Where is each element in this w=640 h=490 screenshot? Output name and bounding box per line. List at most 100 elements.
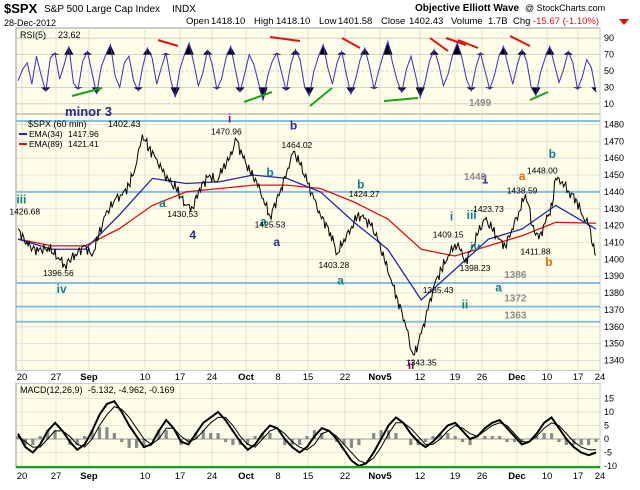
price-legend-label: $SPX (60 min) bbox=[28, 119, 87, 129]
x-tick-label-bottom: Dec bbox=[508, 471, 525, 482]
price-y-tick-label: 1470 bbox=[604, 136, 624, 146]
price-value-label: 1403.28 bbox=[319, 260, 350, 270]
label-layer: 20202727SepSep101017172424OctOct88151522… bbox=[9, 33, 624, 482]
wave-label: b bbox=[266, 166, 273, 180]
wave-label: a bbox=[337, 274, 344, 288]
price-value-label: 1430.53 bbox=[167, 209, 198, 219]
x-tick-label-top: Sep bbox=[80, 372, 98, 383]
wave-label: a bbox=[260, 215, 267, 229]
rsi-bullish-divergence-line bbox=[529, 91, 549, 101]
wave-label: i bbox=[228, 112, 231, 126]
header-brand: Objective Elliott Wave bbox=[415, 3, 520, 14]
x-tick-label-top: 17 bbox=[175, 372, 186, 383]
price-y-tick-label: 1410 bbox=[604, 238, 624, 248]
close-value: 1402.43 bbox=[409, 16, 443, 27]
price-legend-value: 1402.43 bbox=[108, 119, 141, 129]
wave-label: iii bbox=[467, 208, 477, 222]
price-y-tick-label: 1390 bbox=[604, 271, 624, 281]
rsi-bearish-divergence-line bbox=[157, 39, 179, 47]
x-tick-label-bottom: 24 bbox=[595, 471, 606, 482]
macd-line bbox=[17, 399, 597, 468]
x-tick-label-top: Dec bbox=[508, 372, 525, 383]
header-symbol: $SPX bbox=[4, 1, 38, 16]
x-tick-label-top: 24 bbox=[595, 372, 606, 383]
macd-y-tick-label: 5 bbox=[604, 421, 609, 431]
x-tick-label-bottom: 8 bbox=[275, 471, 280, 482]
x-tick-label-bottom: 10 bbox=[542, 471, 553, 482]
open-value: 1418.10 bbox=[211, 16, 245, 27]
x-tick-label-top: 20 bbox=[17, 372, 28, 383]
x-tick-label-top: Oct bbox=[238, 372, 255, 383]
x-tick-label-top: 24 bbox=[207, 372, 218, 383]
level-label: 1363 bbox=[504, 310, 527, 321]
price-value-label: 1385.43 bbox=[423, 285, 454, 295]
x-tick-label-bottom: Nov5 bbox=[368, 471, 392, 482]
ema89-line bbox=[17, 184, 597, 257]
rsi-bearish-divergence-line bbox=[429, 37, 449, 52]
macd-y-tick-label: 0 bbox=[604, 434, 609, 444]
chg-label: Chg bbox=[513, 16, 530, 27]
volume-label: Volume bbox=[451, 16, 483, 27]
wave-label: ii bbox=[408, 358, 415, 372]
rsi-bullish-divergence-line bbox=[309, 87, 333, 107]
x-tick-label-bottom: 17 bbox=[573, 471, 584, 482]
x-tick-label-top: 15 bbox=[303, 372, 314, 383]
x-tick-label-top: Nov5 bbox=[368, 372, 392, 383]
ema89-legend-value: 1421.41 bbox=[68, 139, 99, 149]
macd-y-tick-label: -5 bbox=[604, 448, 612, 458]
volume-value: 1.7B bbox=[488, 16, 508, 27]
price-value-label: 1424.27 bbox=[349, 189, 380, 199]
price-value-label: 1426.68 bbox=[9, 206, 40, 216]
header-source: @ StockCharts.com bbox=[525, 3, 605, 13]
x-tick-label-top: 10 bbox=[140, 372, 151, 383]
price-y-tick-label: 1450 bbox=[604, 170, 624, 180]
level-label: 1499 bbox=[469, 98, 492, 109]
rsi-y-tick-label: 90 bbox=[604, 33, 614, 43]
x-tick-label-top: 22 bbox=[340, 372, 351, 383]
wave-label: a bbox=[519, 169, 526, 183]
wave-label: ii bbox=[462, 297, 469, 311]
price-layer bbox=[16, 120, 600, 356]
price-y-tick-label: 1440 bbox=[604, 187, 624, 197]
wave-label: iv bbox=[470, 240, 480, 254]
price-y-tick-label: 1350 bbox=[604, 339, 624, 349]
rsi-legend-value: 23.62 bbox=[58, 30, 81, 40]
price-y-tick-label: 1460 bbox=[604, 153, 624, 163]
x-tick-label-bottom: 15 bbox=[303, 471, 314, 482]
macd-y-tick-label: -10 bbox=[604, 461, 617, 471]
price-value-label: 1423.73 bbox=[473, 204, 504, 214]
close-label: Close bbox=[381, 16, 405, 27]
rsi-line bbox=[17, 39, 597, 101]
price-y-tick-label: 1340 bbox=[604, 356, 624, 366]
price-y-tick-label: 1400 bbox=[604, 254, 624, 264]
rsi-bearish-divergence-line bbox=[509, 35, 531, 47]
rsi-legend-label: RSI(5) bbox=[20, 30, 46, 40]
wave-label: a bbox=[495, 280, 502, 294]
rsi-bearish-divergence-line bbox=[445, 37, 467, 46]
ema34-line bbox=[17, 174, 597, 301]
high-label: High bbox=[254, 16, 274, 27]
price-value-label: 1438.59 bbox=[507, 186, 538, 196]
rsi-bearish-divergence-line bbox=[341, 37, 361, 49]
price-y-tick-label: 1430 bbox=[604, 204, 624, 214]
x-tick-label-bottom: 26 bbox=[477, 471, 488, 482]
wave-label: 4 bbox=[189, 228, 196, 242]
rsi-y-tick-label: 70 bbox=[604, 50, 614, 60]
rsi-y-tick-label: 50 bbox=[604, 66, 614, 76]
price-value-label: 1464.02 bbox=[282, 140, 313, 150]
rsi-bullish-divergence-line bbox=[383, 97, 419, 102]
x-tick-label-top: 12 bbox=[415, 372, 426, 383]
macd-layer bbox=[16, 399, 600, 468]
rsi-layer bbox=[17, 35, 597, 107]
wave-label: a bbox=[273, 235, 280, 249]
price-value-label: 1396.56 bbox=[43, 268, 74, 278]
level-label: 1440 bbox=[464, 172, 487, 183]
price-value-label: 1448.00 bbox=[527, 165, 558, 175]
wave-label: iv bbox=[57, 282, 67, 296]
price-value-label: 1425.53 bbox=[255, 219, 286, 229]
price-value-label: 1398.23 bbox=[460, 263, 491, 273]
x-tick-label-top: 26 bbox=[477, 372, 488, 383]
chg-value: -15.67 (-1.10%) bbox=[533, 16, 599, 27]
wave-label: b bbox=[290, 118, 297, 132]
